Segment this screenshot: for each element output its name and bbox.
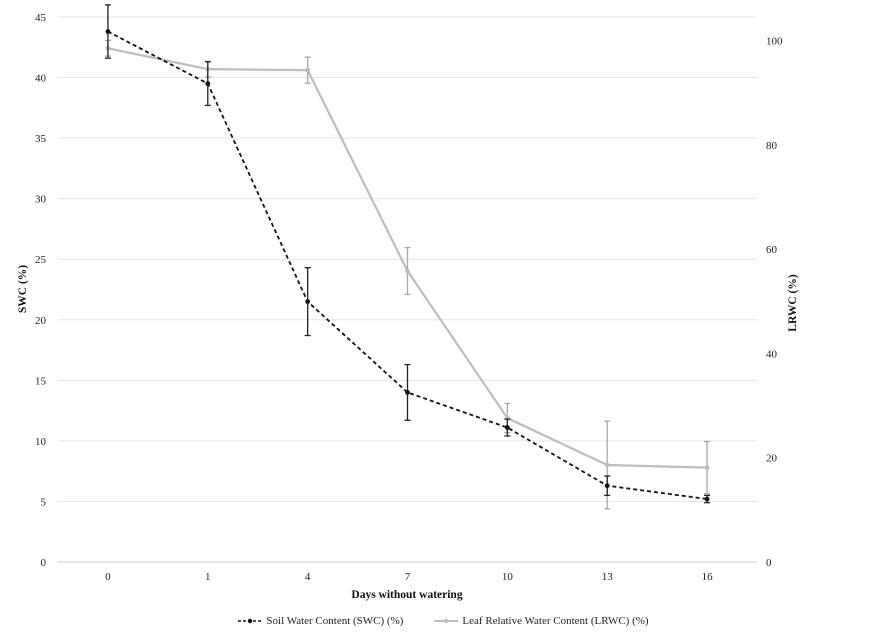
y-left-tick-label: 25 [35, 254, 47, 266]
data-point [504, 425, 510, 430]
y-left-tick-label: 10 [35, 436, 47, 448]
x-tick-label: 7 [405, 571, 411, 583]
y-left-tick-label: 45 [35, 12, 47, 24]
x-tick-label: 13 [602, 571, 614, 583]
y-right-tick-label: 40 [766, 348, 778, 360]
legend-label-lrwc: Leaf Relative Water Content (LRWC) (%) [462, 615, 649, 627]
data-point [604, 483, 610, 489]
data-point [305, 67, 311, 73]
y-left-tick-label: 5 [41, 496, 47, 508]
x-tick-label: 4 [305, 571, 311, 583]
data-point [205, 81, 211, 87]
legend-item-lrwc: Leaf Relative Water Content (LRWC) (%) [433, 615, 649, 627]
data-point [405, 390, 410, 395]
x-tick-label: 10 [502, 571, 514, 583]
y-left-tick-label: 30 [35, 194, 47, 206]
y-right-tick-label: 100 [766, 35, 783, 47]
y-axis-left: 0 5 10 15 20 25 30 35 40 45 [35, 12, 47, 569]
y-left-tick-label: 20 [35, 315, 47, 327]
legend-swatch-lrwc [434, 618, 459, 624]
series-lrwc [104, 39, 711, 510]
x-tick-label: 16 [702, 571, 714, 583]
line-chart: 0 1 4 7 10 13 16 0 5 10 15 20 25 30 35 40 45 0 20 40 60 80 1… [17, 4, 799, 601]
series-layer [104, 4, 711, 510]
data-point [405, 268, 410, 274]
y-right-tick-label: 0 [766, 557, 772, 569]
legend-item-swc: Soil Water Content (SWC) (%) [237, 615, 403, 627]
y-left-tick-label: 35 [35, 133, 47, 145]
series-swc [104, 4, 711, 504]
y-axis-left-title: SWC (%) [17, 265, 29, 313]
data-point [305, 299, 311, 305]
legend-swatch-swc [238, 618, 263, 624]
y-right-tick-label: 20 [766, 453, 778, 465]
x-tick-label: 0 [105, 571, 111, 583]
data-point [604, 462, 610, 468]
x-axis: 0 1 4 7 10 13 16 [105, 571, 713, 583]
y-right-tick-label: 60 [766, 244, 778, 256]
y-left-tick-label: 15 [35, 375, 47, 387]
y-axis-right: 0 20 40 60 80 100 [766, 35, 783, 569]
data-point [704, 465, 710, 471]
data-point [105, 29, 111, 34]
y-left-tick-label: 40 [35, 73, 47, 85]
data-point [704, 496, 710, 502]
y-left-tick-label: 0 [41, 557, 47, 569]
y-axis-right-title: LRWC (%) [787, 274, 799, 332]
x-tick-label: 1 [205, 571, 211, 583]
legend-label-swc: Soil Water Content (SWC) (%) [266, 615, 404, 627]
x-axis-title: Days without watering [351, 589, 462, 601]
y-right-tick-label: 80 [766, 140, 778, 152]
legend: Soil Water Content (SWC) (%) Leaf Relati… [0, 612, 886, 630]
